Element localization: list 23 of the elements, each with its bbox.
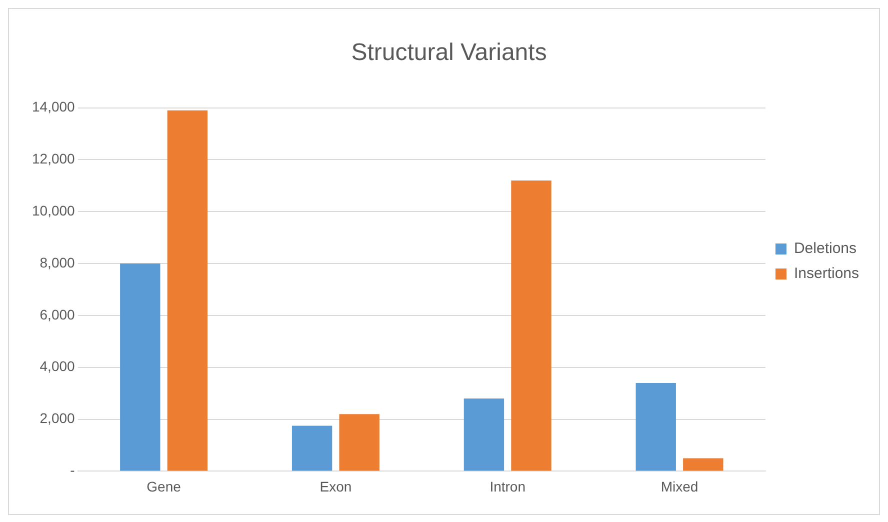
x-tick-label: Exon xyxy=(320,478,352,494)
bar xyxy=(683,458,724,471)
y-tick-label: 14,000 xyxy=(32,98,76,115)
x-tick-label: Gene xyxy=(146,478,182,494)
y-tick-label: 10,000 xyxy=(32,202,76,218)
chart-title: Structural Variants xyxy=(351,39,547,66)
y-tick-label: 8,000 xyxy=(40,254,76,270)
y-tick-label: 2,000 xyxy=(40,410,76,426)
bar xyxy=(464,398,504,471)
y-tick-label: 4,000 xyxy=(40,358,76,374)
y-tick-label: 12,000 xyxy=(32,150,76,167)
legend-label: Deletions xyxy=(794,240,857,258)
bar xyxy=(636,382,676,471)
y-tick-label: 6,000 xyxy=(40,306,76,322)
legend-label: Insertions xyxy=(794,265,860,282)
y-tick-label: - xyxy=(70,462,76,478)
bar xyxy=(339,414,380,471)
bar xyxy=(120,264,160,471)
x-tick-label: Intron xyxy=(490,478,526,494)
bar xyxy=(167,110,208,471)
bar xyxy=(511,180,552,471)
bar xyxy=(292,426,332,471)
x-tick-label: Mixed xyxy=(660,478,698,494)
